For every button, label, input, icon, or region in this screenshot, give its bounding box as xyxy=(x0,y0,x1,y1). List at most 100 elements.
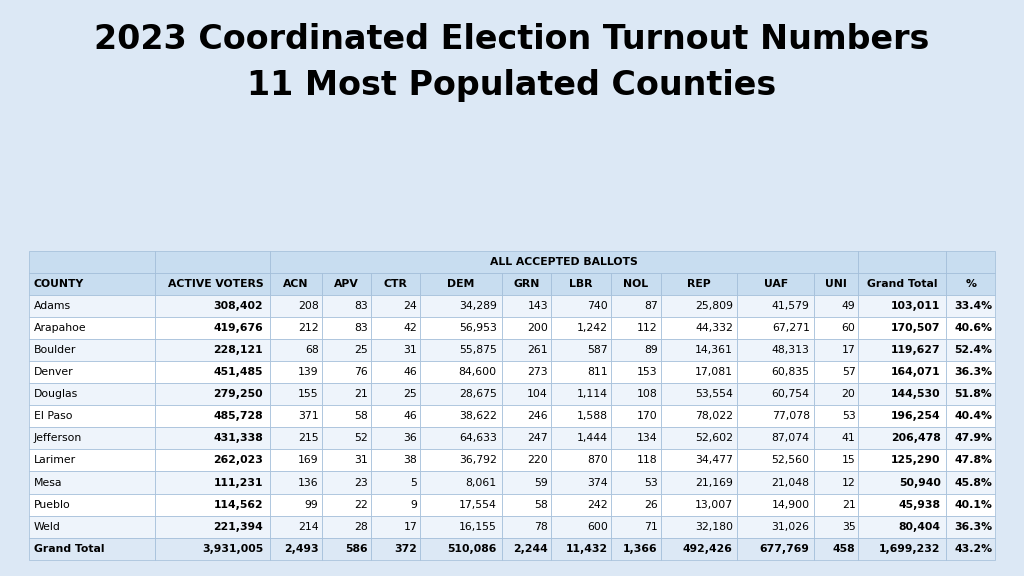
Bar xyxy=(270,317,322,339)
Text: 40.1%: 40.1% xyxy=(954,499,992,510)
Text: CTR: CTR xyxy=(384,279,408,289)
Bar xyxy=(737,472,814,494)
Text: 208: 208 xyxy=(298,301,318,311)
Bar xyxy=(371,406,421,427)
Text: 42: 42 xyxy=(403,323,418,333)
Text: 84,600: 84,600 xyxy=(459,367,497,377)
Text: LBR: LBR xyxy=(569,279,593,289)
Text: 51.8%: 51.8% xyxy=(954,389,992,399)
Text: 1,114: 1,114 xyxy=(577,389,607,399)
Text: 200: 200 xyxy=(527,323,548,333)
Text: Adams: Adams xyxy=(34,301,71,311)
Bar xyxy=(502,339,551,361)
Text: 35: 35 xyxy=(842,522,855,532)
Text: 139: 139 xyxy=(298,367,318,377)
Text: 26: 26 xyxy=(644,499,657,510)
Bar xyxy=(322,538,371,560)
Bar xyxy=(421,272,502,295)
Text: 36,792: 36,792 xyxy=(459,456,497,465)
Text: 220: 220 xyxy=(527,456,548,465)
Text: Grand Total: Grand Total xyxy=(34,544,104,554)
Text: 196,254: 196,254 xyxy=(891,411,941,421)
Bar xyxy=(421,472,502,494)
Text: 77,078: 77,078 xyxy=(772,411,810,421)
Bar xyxy=(502,406,551,427)
Bar xyxy=(155,516,270,538)
Text: 247: 247 xyxy=(527,433,548,444)
Bar xyxy=(660,406,737,427)
Bar xyxy=(551,317,611,339)
Bar xyxy=(611,339,660,361)
Text: 17,554: 17,554 xyxy=(459,499,497,510)
Text: Douglas: Douglas xyxy=(34,389,78,399)
Bar xyxy=(29,295,155,317)
Text: 15: 15 xyxy=(842,456,855,465)
Bar xyxy=(270,472,322,494)
Bar xyxy=(737,361,814,383)
Text: 242: 242 xyxy=(587,499,607,510)
Text: 53,554: 53,554 xyxy=(695,389,733,399)
Text: 153: 153 xyxy=(637,367,657,377)
Text: 50,940: 50,940 xyxy=(899,478,941,487)
Bar xyxy=(155,339,270,361)
Text: 119,627: 119,627 xyxy=(891,345,941,355)
Bar xyxy=(155,472,270,494)
Bar xyxy=(551,339,611,361)
Bar xyxy=(421,406,502,427)
Bar xyxy=(322,427,371,449)
Text: 371: 371 xyxy=(298,411,318,421)
Bar xyxy=(551,427,611,449)
Text: 38: 38 xyxy=(403,456,418,465)
Text: 41,579: 41,579 xyxy=(772,301,810,311)
Text: 170: 170 xyxy=(637,411,657,421)
Bar xyxy=(502,317,551,339)
Text: 67,271: 67,271 xyxy=(772,323,810,333)
Text: 279,250: 279,250 xyxy=(214,389,263,399)
Text: 587: 587 xyxy=(587,345,607,355)
Bar xyxy=(502,449,551,472)
Bar xyxy=(814,472,858,494)
Text: 80,404: 80,404 xyxy=(899,522,941,532)
Bar xyxy=(946,251,995,272)
Bar xyxy=(660,383,737,406)
Bar xyxy=(858,427,946,449)
Text: 3,931,005: 3,931,005 xyxy=(202,544,263,554)
Bar xyxy=(737,295,814,317)
Bar xyxy=(737,272,814,295)
Text: 13,007: 13,007 xyxy=(694,499,733,510)
Bar xyxy=(421,361,502,383)
Text: 228,121: 228,121 xyxy=(214,345,263,355)
Bar xyxy=(858,406,946,427)
Text: 52,602: 52,602 xyxy=(695,433,733,444)
Bar xyxy=(502,516,551,538)
Text: 58: 58 xyxy=(354,411,368,421)
Bar xyxy=(946,538,995,560)
Bar xyxy=(814,383,858,406)
Bar xyxy=(611,361,660,383)
Bar xyxy=(551,449,611,472)
Text: ACTIVE VOTERS: ACTIVE VOTERS xyxy=(168,279,263,289)
Text: 31: 31 xyxy=(403,345,418,355)
Text: 9: 9 xyxy=(411,499,418,510)
Text: 83: 83 xyxy=(354,301,368,311)
Bar xyxy=(858,295,946,317)
Bar xyxy=(858,317,946,339)
Bar xyxy=(421,516,502,538)
Bar xyxy=(814,317,858,339)
Bar xyxy=(155,295,270,317)
Bar xyxy=(660,272,737,295)
Bar xyxy=(270,516,322,538)
Bar xyxy=(551,516,611,538)
Text: 112: 112 xyxy=(637,323,657,333)
Text: 811: 811 xyxy=(587,367,607,377)
Text: 41: 41 xyxy=(842,433,855,444)
Bar xyxy=(502,361,551,383)
Text: 24: 24 xyxy=(403,301,418,311)
Bar xyxy=(270,339,322,361)
Bar xyxy=(858,449,946,472)
Bar xyxy=(421,427,502,449)
Text: 22: 22 xyxy=(354,499,368,510)
Bar xyxy=(858,361,946,383)
Text: 60,754: 60,754 xyxy=(772,389,810,399)
Text: 33.4%: 33.4% xyxy=(954,301,992,311)
